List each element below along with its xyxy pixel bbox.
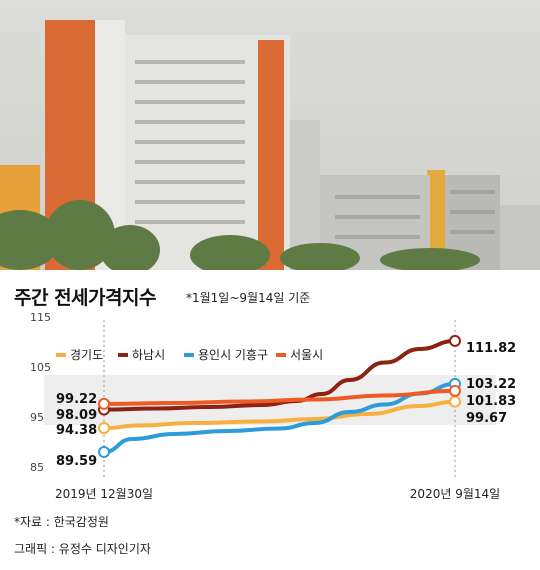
source-note: *자료 : 한국감정원 <box>14 515 109 529</box>
legend-label-1: 하남시 <box>132 348 165 362</box>
series-line-2 <box>102 381 457 455</box>
line-chart: 85 95 105 115 2019년 12월30일 2020년 9월14일 경기도 하남… <box>30 311 516 501</box>
series-start-label-2: 89.59 <box>56 454 97 469</box>
series-line-3 <box>102 388 457 406</box>
series-end-label-0: 99.67 <box>466 411 507 426</box>
series-start-label-1: 98.09 <box>56 408 97 423</box>
series-start-label-3: 99.22 <box>56 392 97 407</box>
series-end-label-1: 111.82 <box>466 341 516 356</box>
series-end-point-0 <box>449 395 461 408</box>
apartment-buildings-photo <box>0 0 540 270</box>
graphic-credit: 그래픽 : 유정수 디자인기자 <box>14 542 151 556</box>
series-end-label-3: 101.83 <box>466 394 516 409</box>
y-tick-label: 95 <box>30 411 44 424</box>
chart-subtitle: *1월1일~9월14일 기준 <box>186 291 311 305</box>
chart-title: 주간 전세가격지수 <box>14 287 156 309</box>
y-tick-label: 105 <box>30 361 51 374</box>
series-end-label-2: 103.22 <box>466 377 516 392</box>
x-tick-label-start: 2019년 12월30일 <box>55 487 153 501</box>
legend-label-3: 서울시 <box>290 348 323 362</box>
series-line-1 <box>102 338 457 412</box>
series-start-point-2 <box>98 446 110 459</box>
legend-label-0: 경기도 <box>70 348 103 362</box>
grid-band <box>44 425 496 475</box>
series-end-point-1 <box>449 334 461 347</box>
y-tick-label: 115 <box>30 311 51 324</box>
series-start-label-0: 94.38 <box>56 423 97 438</box>
series-start-point-0 <box>98 422 110 435</box>
series-end-point-3 <box>449 384 461 397</box>
series-start-point-3 <box>98 397 110 410</box>
y-tick-label: 85 <box>30 461 44 474</box>
series-line-0 <box>102 399 457 431</box>
legend-label-2: 용인시 기흥구 <box>198 348 268 362</box>
x-tick-label-end: 2020년 9월14일 <box>410 487 500 501</box>
